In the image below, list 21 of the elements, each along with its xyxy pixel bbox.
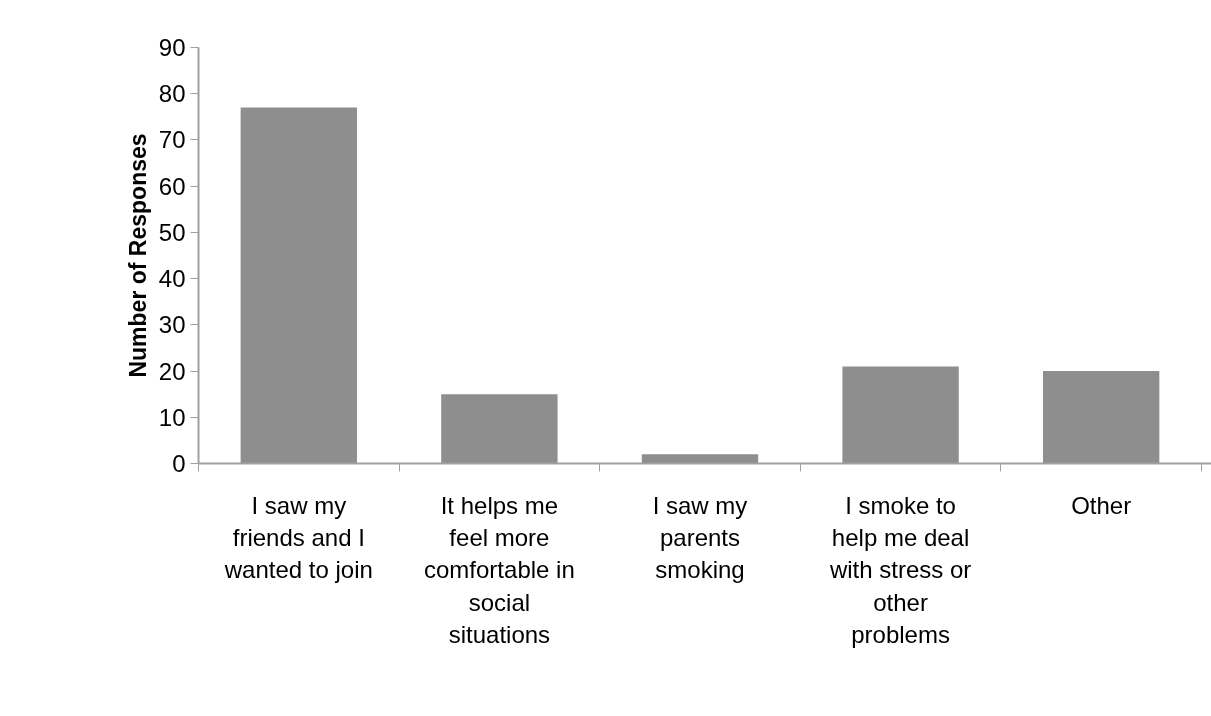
bar bbox=[641, 454, 759, 464]
y-tick-label: 60 bbox=[158, 172, 186, 200]
y-tick-label: 10 bbox=[158, 403, 186, 431]
y-tick-label: 40 bbox=[158, 265, 186, 293]
x-tick-label: I smoke to help me deal with stress or other problems bbox=[828, 491, 972, 649]
x-tick-label: I saw my friends and I wanted to join bbox=[223, 491, 373, 584]
bar bbox=[240, 107, 357, 464]
y-tick-label: 80 bbox=[158, 80, 186, 108]
y-tick-label: 30 bbox=[158, 311, 186, 339]
x-tick-label: Other bbox=[1071, 491, 1132, 519]
y-tick-label: 20 bbox=[158, 357, 186, 385]
y-tick-label: 90 bbox=[158, 34, 186, 61]
bar bbox=[441, 394, 558, 464]
y-tick-label: 0 bbox=[172, 450, 186, 477]
bar bbox=[1043, 371, 1160, 464]
y-axis-title: Number of Responses bbox=[124, 133, 151, 378]
x-tick-label: It helps me feel more comfortable in social situations bbox=[424, 491, 575, 649]
x-tick-label: I saw my parents smoking bbox=[652, 491, 748, 584]
bar bbox=[842, 366, 959, 464]
y-tick-label: 70 bbox=[158, 126, 186, 154]
y-tick-label: 50 bbox=[158, 218, 186, 246]
